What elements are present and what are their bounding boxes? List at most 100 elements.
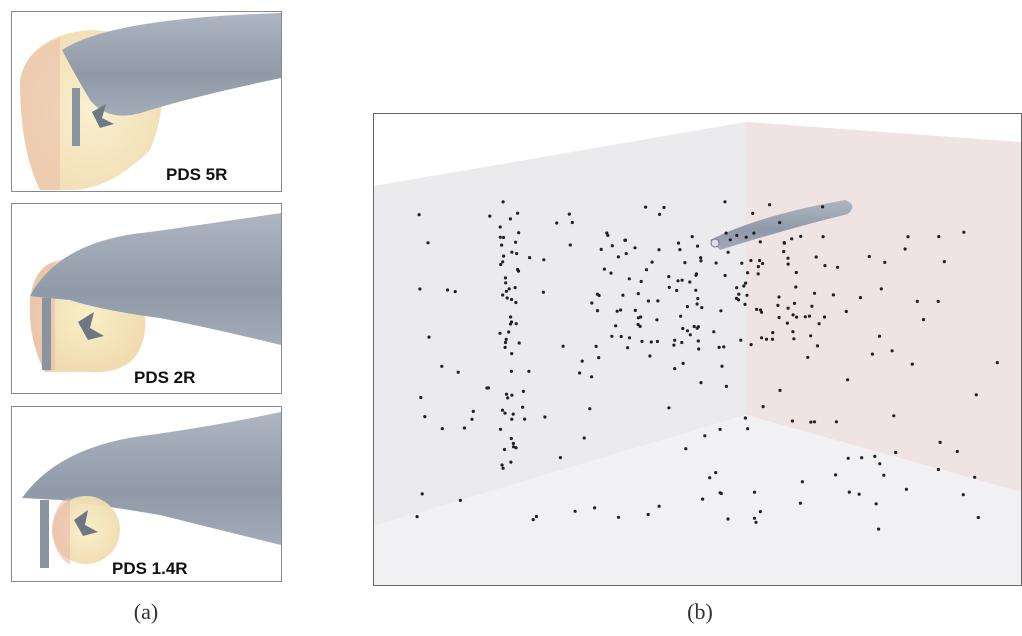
sample-point [503, 412, 506, 415]
sample-point [590, 375, 593, 378]
sample-point [689, 333, 692, 336]
sample-point [771, 338, 774, 341]
sample-point [875, 502, 878, 505]
sample-point [878, 335, 881, 338]
view-pds-2r: PDS 2R [12, 204, 282, 394]
sample-point [715, 261, 718, 264]
sample-point [440, 365, 443, 368]
sample-point [644, 206, 647, 209]
sample-point [821, 205, 824, 208]
sample-point [617, 516, 620, 519]
sample-point [463, 426, 466, 429]
sample-point [457, 371, 460, 374]
sample-point [593, 506, 596, 509]
sample-point [678, 248, 681, 251]
sample-point [498, 332, 501, 335]
sample-point [516, 268, 519, 271]
sample-point [626, 346, 629, 349]
rudder [42, 298, 51, 370]
domain-view [374, 114, 1022, 586]
sample-point [625, 252, 628, 255]
sample-point [418, 287, 421, 290]
sample-point [794, 285, 797, 288]
sample-point [516, 212, 519, 215]
sample-point [809, 421, 812, 424]
sample-point [722, 345, 725, 348]
sample-point [416, 515, 419, 518]
sample-point [521, 406, 524, 409]
sample-point [758, 259, 761, 262]
sample-point [637, 316, 640, 319]
sample-point [760, 336, 763, 339]
sample-point [746, 427, 749, 430]
sample-point [588, 407, 591, 410]
sample-point [786, 322, 789, 325]
sample-point [426, 241, 429, 244]
sample-point [714, 471, 717, 474]
sample-point [668, 286, 671, 289]
sample-point [682, 362, 685, 365]
sample-point [783, 242, 786, 245]
sample-point [667, 406, 670, 409]
sample-point [906, 235, 909, 238]
sample-point [725, 385, 728, 388]
sample-point [746, 271, 749, 274]
sample-point [508, 287, 511, 290]
sample-point [696, 297, 699, 300]
sample-point [502, 255, 505, 258]
sample-point [501, 293, 504, 296]
view-label: PDS 1.4R [112, 559, 188, 578]
sample-point [937, 468, 940, 471]
sample-point [699, 259, 702, 262]
sample-point [937, 300, 940, 303]
sample-point [610, 335, 613, 338]
sample-point [996, 361, 999, 364]
sample-point [583, 436, 586, 439]
sample-point [792, 313, 795, 316]
sample-point [441, 427, 444, 430]
sample-point [810, 305, 813, 308]
sample-point [726, 517, 729, 520]
sample-point [744, 416, 747, 419]
sample-point [904, 247, 907, 250]
sample-point [765, 338, 768, 341]
sample-point [729, 238, 732, 241]
sample-point [937, 235, 940, 238]
sample-point [793, 302, 796, 305]
sample-point [620, 335, 623, 338]
sample-point [696, 245, 699, 248]
sample-point [962, 231, 965, 234]
sample-point [523, 418, 526, 421]
sample-point [427, 336, 430, 339]
sample-point [522, 390, 525, 393]
sample-point [753, 517, 756, 520]
sample-point [637, 292, 640, 295]
sample-point [975, 393, 978, 396]
sample-point [501, 409, 504, 412]
sample-point [488, 215, 491, 218]
sample-point [749, 259, 752, 262]
sample-point [590, 301, 593, 304]
sample-point [813, 420, 816, 423]
sample-point [751, 212, 754, 215]
sample-point [651, 261, 654, 264]
sample-point [737, 293, 740, 296]
sample-point [603, 268, 606, 271]
sample-point [799, 235, 802, 238]
sample-point [760, 311, 763, 314]
sample-point [623, 239, 626, 242]
sample-point [939, 441, 942, 444]
sample-point [680, 341, 683, 344]
sample-point [686, 305, 689, 308]
sample-point [727, 251, 730, 254]
sample-point [501, 260, 504, 263]
sample-point [640, 340, 643, 343]
sample-point [504, 341, 507, 344]
sample-point [528, 256, 531, 259]
sample-point [791, 330, 794, 333]
sample-point [616, 310, 619, 313]
sample-point [878, 462, 881, 465]
sample-point [744, 282, 747, 285]
sample-point [502, 236, 505, 239]
sample-point [759, 240, 762, 243]
